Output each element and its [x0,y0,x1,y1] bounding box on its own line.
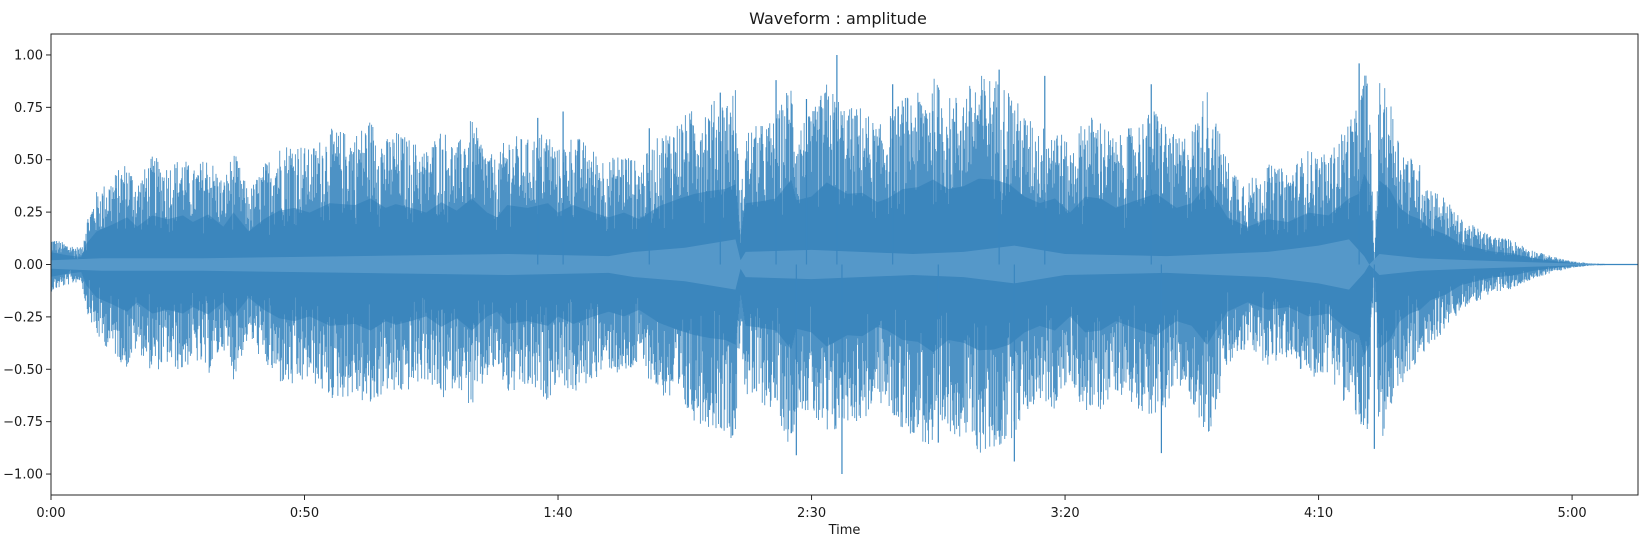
y-tick-label: −1.00 [3,468,43,483]
x-axis-label: Time [828,523,861,538]
y-tick-label: 0.50 [14,153,43,168]
y-axis: 1.00 0.75 0.50 0.25 0.00 −0.25 −0.50 −0.75 −1.00 [3,48,51,483]
x-tick-label: 1:40 [543,506,572,521]
x-tick-label: 0:00 [36,506,65,521]
y-tick-label: 0.75 [14,101,43,116]
x-tick-label: 3:20 [1050,506,1079,521]
y-tick-label: 0.00 [14,258,43,273]
x-tick-label: 0:50 [290,506,319,521]
x-axis: 0:00 0:50 1:40 2:30 3:20 4:10 5:00 [36,495,1587,521]
y-tick-label: 0.25 [14,206,43,221]
y-tick-label: −0.50 [3,363,43,378]
chart-title: Waveform : amplitude [749,9,927,28]
x-tick-label: 2:30 [797,506,826,521]
waveform-inner-band [51,239,1638,290]
y-tick-label: −0.25 [3,310,43,325]
x-tick-label: 4:10 [1304,506,1333,521]
y-tick-label: −0.75 [3,415,43,430]
plot-area [50,54,1638,475]
y-tick-label: 1.00 [14,48,43,63]
x-tick-label: 5:00 [1557,506,1586,521]
